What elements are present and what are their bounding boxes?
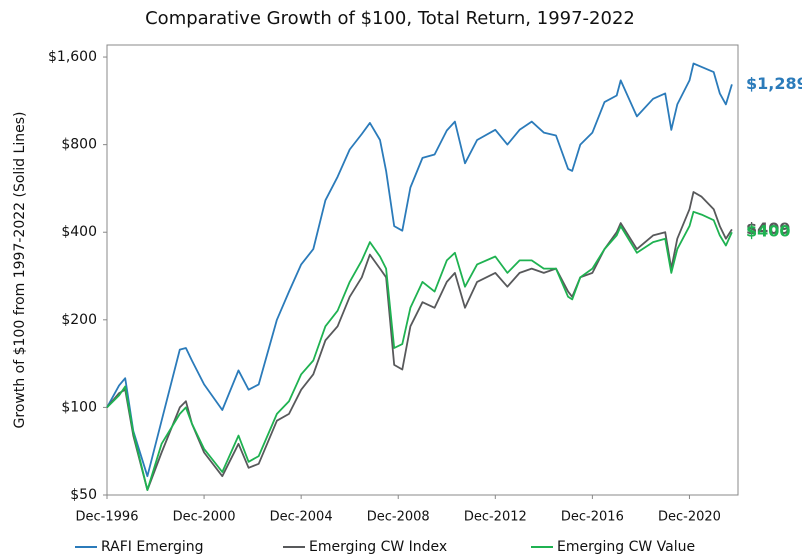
- end-value-label: $409: [746, 219, 791, 238]
- x-tick-label: Dec-2004: [270, 510, 333, 525]
- y-tick-label: $1,600: [48, 49, 97, 65]
- legend-label: RAFI Emerging: [101, 539, 204, 555]
- y-tick-label: $100: [61, 399, 97, 415]
- series-line: [106, 210, 733, 491]
- end-value-label: $1,289: [746, 74, 802, 93]
- y-tick-label: $800: [61, 137, 97, 153]
- x-tick-label: Dec-2012: [464, 510, 527, 525]
- x-tick-label: Dec-1996: [76, 510, 139, 525]
- x-tick-label: Dec-2000: [173, 510, 236, 525]
- x-tick-label: Dec-2016: [561, 510, 624, 525]
- x-tick-label: Dec-2008: [367, 510, 430, 525]
- series-line: [106, 191, 733, 491]
- y-tick-label: $400: [61, 224, 97, 240]
- plot-border: [106, 44, 739, 496]
- x-tick-label: Dec-2020: [658, 510, 721, 525]
- y-tick-label: $200: [61, 312, 97, 328]
- y-tick-label: $50: [70, 487, 97, 503]
- legend-label: Emerging CW Index: [309, 539, 447, 555]
- series-line: [106, 62, 733, 478]
- y-axis-label: Growth of $100 from 1997-2022 (Solid Lin…: [12, 112, 28, 429]
- chart-title: Comparative Growth of $100, Total Return…: [145, 8, 635, 29]
- legend-label: Emerging CW Value: [557, 539, 695, 555]
- end-value-label: $400: [746, 222, 791, 241]
